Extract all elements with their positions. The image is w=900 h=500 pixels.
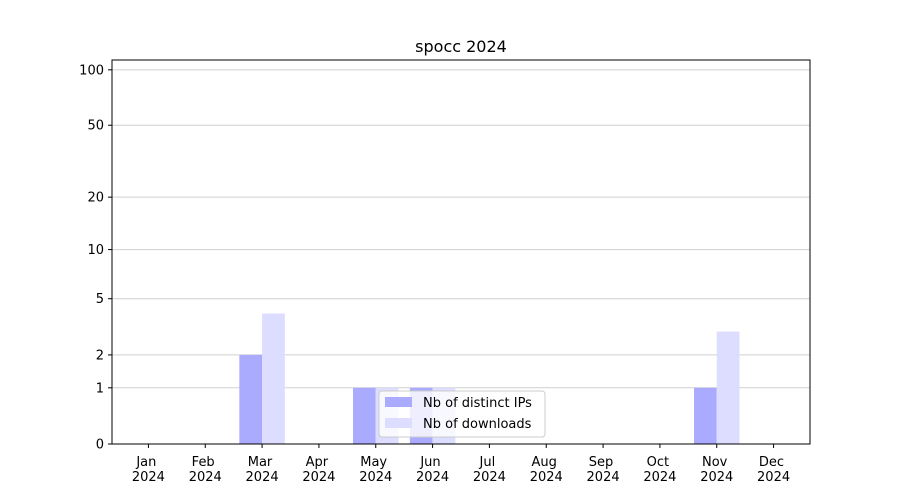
y-tick-label: 2	[96, 348, 104, 363]
bar	[262, 313, 285, 444]
x-tick-label: Jan 2024	[132, 455, 165, 485]
legend: Nb of distinct IPs Nb of downloads	[378, 390, 546, 438]
bar	[353, 387, 376, 444]
bar	[716, 331, 740, 444]
x-tick-label: Oct 2024	[643, 455, 676, 485]
bar	[239, 354, 263, 444]
y-tick-label: 50	[87, 119, 104, 134]
x-tick-label: Nov 2024	[700, 455, 733, 485]
chart-title: spocc 2024	[415, 37, 507, 56]
legend-label: Nb of distinct IPs	[423, 396, 532, 411]
x-tick-label: Mar 2024	[246, 455, 279, 485]
legend-box	[378, 390, 546, 438]
y-tick-label: 5	[96, 292, 104, 307]
y-tick-label: 10	[87, 243, 104, 258]
x-tick-label: Aug 2024	[530, 455, 563, 485]
x-tick-label: Feb 2024	[189, 455, 222, 485]
y-tick-label: 0	[96, 438, 104, 453]
bar	[694, 387, 717, 444]
y-tick-label: 100	[79, 63, 104, 78]
x-tick-label: Jul 2024	[473, 455, 506, 485]
x-tick-label: May 2024	[359, 455, 392, 485]
legend-label: Nb of downloads	[423, 417, 532, 432]
x-tick-label: Sep 2024	[587, 455, 620, 485]
legend-swatch	[385, 418, 412, 428]
legend-swatch	[385, 397, 412, 407]
y-tick-label: 1	[96, 381, 104, 396]
plot-frame	[111, 59, 811, 445]
y-tick-label: 20	[87, 191, 104, 206]
x-tick-label: Apr 2024	[302, 455, 335, 485]
x-tick-label: Jun 2024	[416, 455, 449, 485]
x-tick-label: Dec 2024	[757, 455, 790, 485]
